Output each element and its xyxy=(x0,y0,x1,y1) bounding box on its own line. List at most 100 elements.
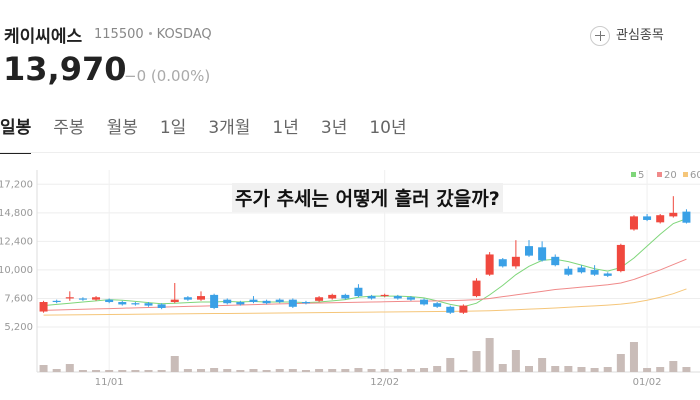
legend-swatch xyxy=(683,172,688,177)
x-tick-label: 12/02 xyxy=(370,377,399,388)
volume-bar xyxy=(564,366,573,372)
volume-bar xyxy=(78,370,87,372)
moving-average-line xyxy=(43,218,687,308)
candle-body xyxy=(629,216,638,230)
candle-body xyxy=(157,304,166,308)
candle-body xyxy=(459,305,468,313)
candle-body xyxy=(564,268,573,275)
tab[interactable]: 일봉 xyxy=(0,113,32,154)
y-tick-label: 12,400 xyxy=(0,236,33,247)
candle-body xyxy=(39,302,48,312)
candle-body xyxy=(616,244,625,272)
volume-bar xyxy=(485,338,494,372)
candle-body xyxy=(577,267,586,273)
volume-bar xyxy=(131,370,140,372)
volume-bar xyxy=(656,367,665,372)
y-tick-label: 17,200 xyxy=(0,179,33,190)
separator xyxy=(148,32,152,35)
y-tick-label: 10,000 xyxy=(0,265,33,276)
volume-bar xyxy=(223,369,232,372)
volume-bar xyxy=(210,368,219,372)
change: −0 (0.00%) xyxy=(124,67,211,85)
volume-bar xyxy=(643,368,652,372)
button-label: 관심종목 xyxy=(616,28,664,43)
volume-bar xyxy=(52,369,61,372)
candle-body xyxy=(446,306,455,313)
candle-body xyxy=(65,297,74,299)
tab[interactable]: 3년 xyxy=(320,118,348,138)
volume-bar xyxy=(197,369,205,372)
volume-bar xyxy=(446,358,455,372)
candle-body xyxy=(301,302,310,304)
y-tick-label: 5,200 xyxy=(4,322,33,333)
candle-body xyxy=(551,256,560,266)
legend-swatch xyxy=(657,172,662,177)
candle-body xyxy=(223,299,232,304)
candle-body xyxy=(183,297,192,300)
tab[interactable]: 10년 xyxy=(369,118,407,138)
volume-bar xyxy=(406,369,415,372)
tab[interactable]: 1년 xyxy=(272,118,299,138)
candle-body xyxy=(210,294,219,308)
stock-code: 115500 KOSDAQ xyxy=(94,27,212,42)
volume-bar xyxy=(433,366,442,372)
candle-body xyxy=(52,300,61,303)
candle-body xyxy=(78,298,87,300)
candle-body xyxy=(485,254,494,275)
candle-body xyxy=(538,247,547,261)
y-tick-label: 7,600 xyxy=(4,293,33,304)
legend-label: 5 xyxy=(638,170,644,181)
volume-bar xyxy=(511,350,520,372)
candle-body xyxy=(354,287,363,297)
candle-body xyxy=(498,259,507,267)
price: 13,970 xyxy=(3,50,127,88)
annotation: 주가 추세는 어떻게 흘러 갔을까? xyxy=(232,183,503,212)
volume-bar xyxy=(616,354,625,372)
tab[interactable]: 1일 xyxy=(159,118,187,138)
volume-bar xyxy=(341,369,350,372)
divider xyxy=(0,152,700,153)
candle-body xyxy=(406,297,415,300)
y-tick-label: 14,800 xyxy=(0,208,33,219)
volume-bar xyxy=(157,370,166,372)
volume-bar xyxy=(603,367,612,372)
moving-average-line xyxy=(43,288,687,316)
legend-label: 60 xyxy=(690,170,700,181)
volume-bar xyxy=(682,367,691,372)
candle-body xyxy=(472,280,481,297)
candle-body xyxy=(262,300,271,304)
candle-body xyxy=(433,303,442,307)
volume-bar xyxy=(288,369,297,372)
volume-bar xyxy=(577,367,586,372)
candle-body xyxy=(603,273,612,276)
volume-bar xyxy=(459,370,468,372)
candle-body xyxy=(511,256,520,267)
volume-bar xyxy=(420,368,429,372)
candle-body xyxy=(643,216,652,220)
stock-name: 케이씨에스 xyxy=(4,27,83,47)
watchlist-button[interactable]: 관심종목 xyxy=(590,24,664,46)
candle-body xyxy=(170,299,179,303)
volume-bar xyxy=(118,370,127,372)
tab[interactable]: 주봉 xyxy=(53,118,85,138)
candle-body xyxy=(288,299,297,307)
candle-body xyxy=(341,294,350,299)
tab[interactable]: 월봉 xyxy=(106,118,138,138)
candle-body xyxy=(682,211,691,223)
volume-bar xyxy=(525,366,533,372)
candle-body xyxy=(144,303,153,306)
plus-icon xyxy=(590,25,610,46)
candle-body xyxy=(197,296,205,300)
code: 115500 xyxy=(94,27,144,42)
volume-bar xyxy=(275,369,284,372)
candle-body xyxy=(249,299,258,303)
candle-body xyxy=(525,246,533,256)
volume-bar xyxy=(262,370,271,372)
volume-bar xyxy=(538,358,547,372)
legend-label: 20 xyxy=(664,170,677,181)
moving-average-line xyxy=(43,258,687,311)
tab[interactable]: 3개월 xyxy=(208,118,251,138)
tabs: 일봉 주봉 월봉 1일 3개월 1년 3년 10년 xyxy=(0,113,429,154)
